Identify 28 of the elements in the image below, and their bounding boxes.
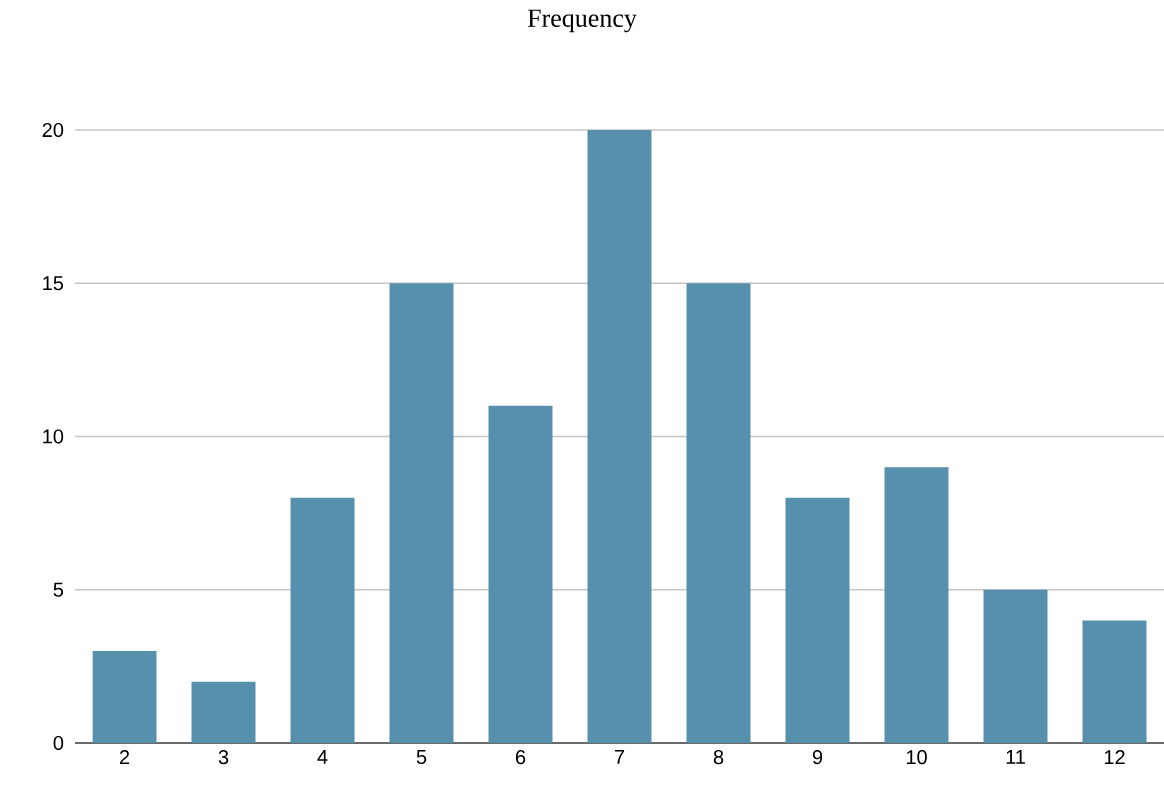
bar — [686, 283, 751, 743]
x-tick-label: 12 — [1104, 750, 1125, 765]
y-tick-label: 5 — [53, 582, 64, 597]
bar — [983, 589, 1048, 743]
bar — [290, 497, 355, 743]
chart-title: Frequency — [527, 9, 637, 33]
y-tick-label: 20 — [42, 122, 64, 138]
bar — [191, 681, 256, 743]
x-tick-label: 6 — [515, 750, 526, 765]
x-tick-label: 2 — [119, 750, 130, 765]
x-tick-label: 8 — [713, 750, 724, 765]
x-tick-label: 11 — [1006, 750, 1025, 764]
bar — [488, 405, 553, 743]
x-tick-label: 9 — [812, 750, 823, 765]
x-tick-label: 3 — [218, 750, 229, 765]
bar — [587, 129, 652, 743]
x-tick-label: 4 — [317, 750, 328, 764]
bar — [1082, 620, 1147, 743]
bar — [785, 497, 850, 743]
x-tick-label: 10 — [906, 750, 927, 765]
x-tick-label: 7 — [614, 750, 625, 764]
x-tick-label: 5 — [416, 750, 427, 764]
y-tick-label: 0 — [53, 735, 64, 751]
bar — [884, 467, 949, 743]
bar — [92, 651, 157, 743]
y-tick-label: 10 — [43, 429, 64, 444]
bar — [389, 283, 454, 743]
y-tick-label: 15 — [43, 276, 64, 291]
